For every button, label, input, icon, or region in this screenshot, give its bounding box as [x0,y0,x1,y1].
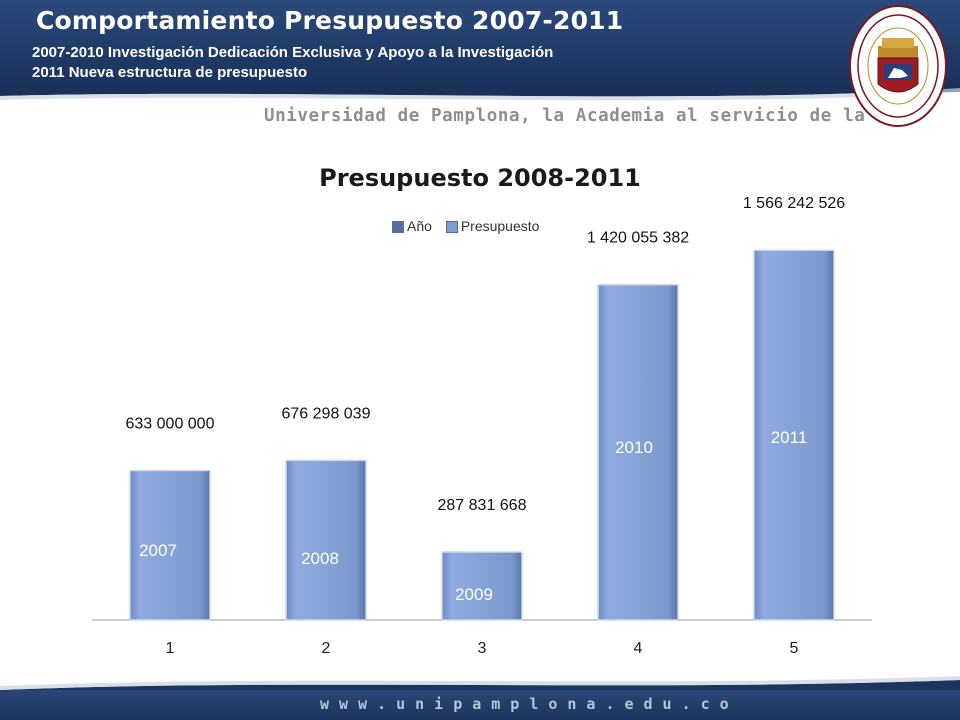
chart-title: Presupuesto 2008-2011 [319,164,641,192]
data-label-4: 1 420 055 382 [587,230,689,247]
bar-year-label-4: 2010 [615,438,653,457]
bar-year-label-2: 2008 [301,549,339,568]
x-tick-label-1: 1 [166,640,175,657]
slide-subtitle-line-2: 2011 Nueva estructura de presupuesto [32,64,308,81]
bar-3 [441,551,523,621]
bar-2 [285,459,367,621]
legend-label-ano: Año [407,218,432,234]
legend-item-presupuesto: Presupuesto [445,218,540,234]
bar-year-label-5: 2011 [771,428,808,447]
slide-title: Comportamiento Presupuesto 2007-2011 [36,6,624,35]
footer-wave [0,676,960,692]
legend-label-presupuesto: Presupuesto [460,218,540,234]
data-label-3: 287 831 668 [438,497,527,514]
data-label-1: 633 000 000 [126,416,215,433]
legend-swatch-ano [392,221,404,234]
x-tick-label-4: 4 [634,640,643,657]
footer-url: www.unipamplona.edu.co [320,695,739,713]
budget-bar-chart: 2007 633 000 000 1 2008 676 298 039 2 2009 287 … [92,195,872,657]
header-wave [0,84,960,101]
slide-footer: www.unipamplona.edu.co [0,690,960,720]
bar-1 [129,469,211,621]
chart-legend: Año Presupuesto [392,218,549,236]
bar-5 [753,249,835,621]
slide-header: Comportamiento Presupuesto 2007-2011 200… [0,0,960,92]
university-motto: Universidad de Pamplona, la Academia al … [264,106,922,126]
data-label-2: 676 298 039 [282,405,371,422]
x-tick-label-5: 5 [790,640,799,657]
x-tick-label-2: 2 [322,640,331,657]
data-label-5: 1 566 242 526 [743,195,845,212]
slide-subtitle-line-1: 2007-2010 Investigación Dedicación Exclu… [32,44,554,61]
university-seal-logo [849,5,947,127]
bar-year-label-3: 2009 [455,585,493,604]
legend-item-ano: Año [392,218,432,234]
bar-year-label-1: 2007 [139,541,177,560]
x-tick-label-3: 3 [478,640,487,657]
bar-4 [597,283,679,621]
legend-swatch-presupuesto [445,221,458,234]
